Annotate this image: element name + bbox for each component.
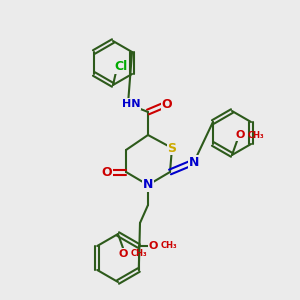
Text: S: S	[167, 142, 176, 154]
Text: O: O	[118, 249, 128, 259]
Text: HN: HN	[122, 99, 140, 109]
Text: O: O	[102, 166, 112, 178]
Text: N: N	[143, 178, 153, 191]
Text: CH₃: CH₃	[248, 130, 265, 140]
Text: Cl: Cl	[114, 61, 128, 74]
Text: O: O	[148, 241, 158, 251]
Text: CH₃: CH₃	[161, 242, 177, 250]
Text: N: N	[189, 155, 199, 169]
Text: O: O	[235, 130, 245, 140]
Text: CH₃: CH₃	[131, 250, 148, 259]
Text: O: O	[162, 98, 172, 110]
